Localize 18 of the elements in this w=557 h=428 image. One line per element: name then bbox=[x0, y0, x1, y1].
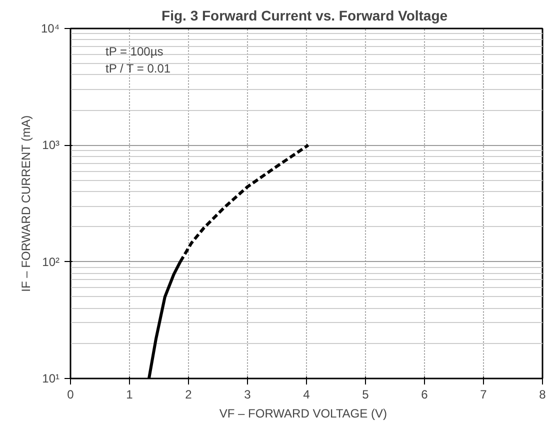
y-axis-title: IF – FORWARD CURRENT (mA) bbox=[18, 115, 33, 292]
x-tick-label: 6 bbox=[421, 388, 428, 402]
x-tick-label: 4 bbox=[303, 388, 310, 402]
x-tick-label: 8 bbox=[539, 388, 546, 402]
y-tick-label: 10³ bbox=[42, 138, 60, 152]
y-tick-label: 10² bbox=[42, 254, 60, 269]
annotation: tP / T = 0.01 bbox=[106, 62, 171, 76]
x-tick-label: 3 bbox=[244, 388, 252, 402]
annotation: tP = 100µs bbox=[106, 44, 164, 58]
chart-title: Fig. 3 Forward Current vs. Forward Voltage bbox=[162, 8, 448, 24]
y-tick-label: 10⁴ bbox=[40, 22, 60, 36]
x-axis-title: VF – FORWARD VOLTAGE (V) bbox=[219, 406, 387, 420]
y-tick-label: 10¹ bbox=[42, 372, 60, 386]
x-tick-label: 0 bbox=[67, 388, 74, 402]
x-tick-label: 1 bbox=[126, 388, 134, 402]
x-tick-label: 2 bbox=[185, 388, 192, 402]
x-tick-label: 5 bbox=[362, 388, 370, 402]
x-tick-label: 7 bbox=[480, 388, 488, 402]
